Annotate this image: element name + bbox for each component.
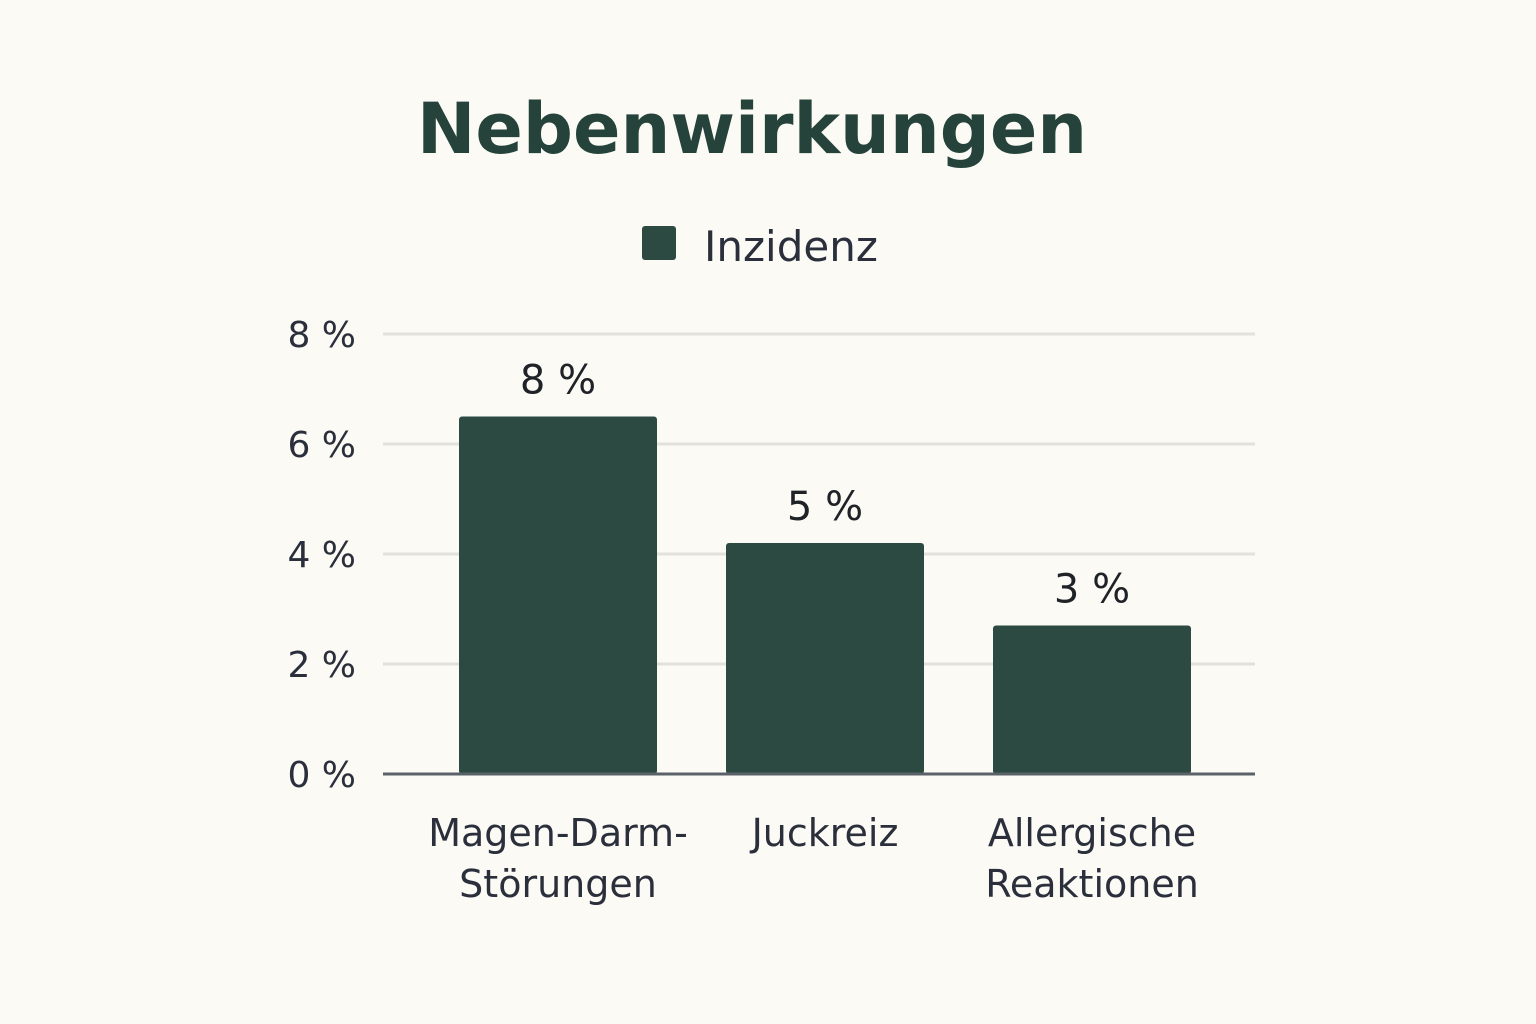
chart-title: Nebenwirkungen: [417, 88, 1087, 170]
legend-swatch: [642, 226, 676, 260]
category-label: Allergische Reaktionen: [985, 811, 1199, 906]
category-label: Magen-Darm-Störungen: [428, 811, 688, 906]
y-axis-ticks: 0 % 2 % 4 % 6 % 8 %: [287, 315, 356, 796]
legend: Inzidenz: [642, 222, 878, 271]
y-tick-label: 2 %: [287, 645, 356, 686]
y-tick-label: 0 %: [287, 755, 356, 796]
bar-data-label: 8 %: [520, 358, 596, 404]
category-labels: Magen-Darm-Störungen Juckreiz Allergische R…: [428, 811, 1199, 906]
bar: [459, 416, 657, 774]
y-tick-label: 8 %: [287, 315, 356, 356]
bar: [726, 543, 924, 774]
bars: [459, 416, 1191, 774]
y-tick-label: 4 %: [287, 535, 356, 576]
bar-data-label: 3 %: [1054, 567, 1130, 613]
y-tick-label: 6 %: [287, 425, 356, 466]
legend-label: Inzidenz: [704, 222, 878, 271]
bar-data-label: 5 %: [787, 484, 863, 530]
category-label: Juckreiz: [750, 811, 899, 855]
data-labels: 8 % 5 % 3 %: [520, 358, 1130, 613]
bar: [993, 625, 1191, 774]
